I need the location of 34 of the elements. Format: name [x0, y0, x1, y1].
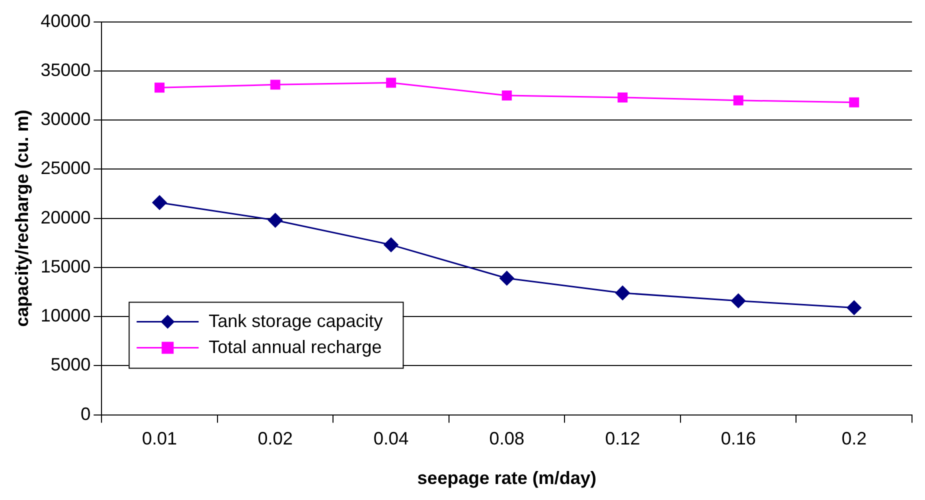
point — [618, 92, 628, 102]
point — [386, 78, 396, 88]
point — [849, 97, 860, 108]
x-tick-label: 0.12 — [605, 428, 640, 449]
y-tick-label: 35000 — [40, 60, 91, 80]
legend-label: Tank storage capacity — [208, 310, 383, 331]
point — [846, 300, 862, 315]
legend-label: Total annual recharge — [208, 336, 382, 357]
y-tick-label: 10000 — [40, 306, 91, 326]
y-tick-label: 20000 — [40, 207, 91, 228]
point — [731, 294, 746, 308]
point — [384, 238, 398, 252]
x-tick-label: 0.16 — [720, 428, 756, 449]
point — [154, 82, 165, 93]
x-tick-label: 0.08 — [489, 428, 524, 449]
y-tick-label: 5000 — [50, 354, 91, 375]
y-tick-label: 40000 — [40, 10, 91, 31]
x-tick-label: 0.04 — [374, 428, 409, 449]
y-tick-label: 0 — [80, 404, 91, 424]
x-tick-label: 0.01 — [142, 428, 178, 449]
y-tick-label: 15000 — [40, 256, 91, 276]
point — [615, 286, 630, 300]
point — [152, 195, 167, 210]
point — [502, 90, 512, 100]
y-tick-label: 30000 — [40, 109, 91, 130]
point — [500, 270, 514, 286]
point — [268, 213, 283, 228]
x-axis-title: seepage rate (m/day) — [417, 468, 596, 488]
y-tick-label: 25000 — [40, 158, 91, 178]
x-tick-label: 0.2 — [842, 428, 867, 449]
point — [270, 80, 280, 90]
point — [733, 95, 744, 106]
y-axis-title: capacity/recharge (cu. m) — [12, 110, 32, 327]
x-tick-label: 0.02 — [258, 428, 293, 449]
